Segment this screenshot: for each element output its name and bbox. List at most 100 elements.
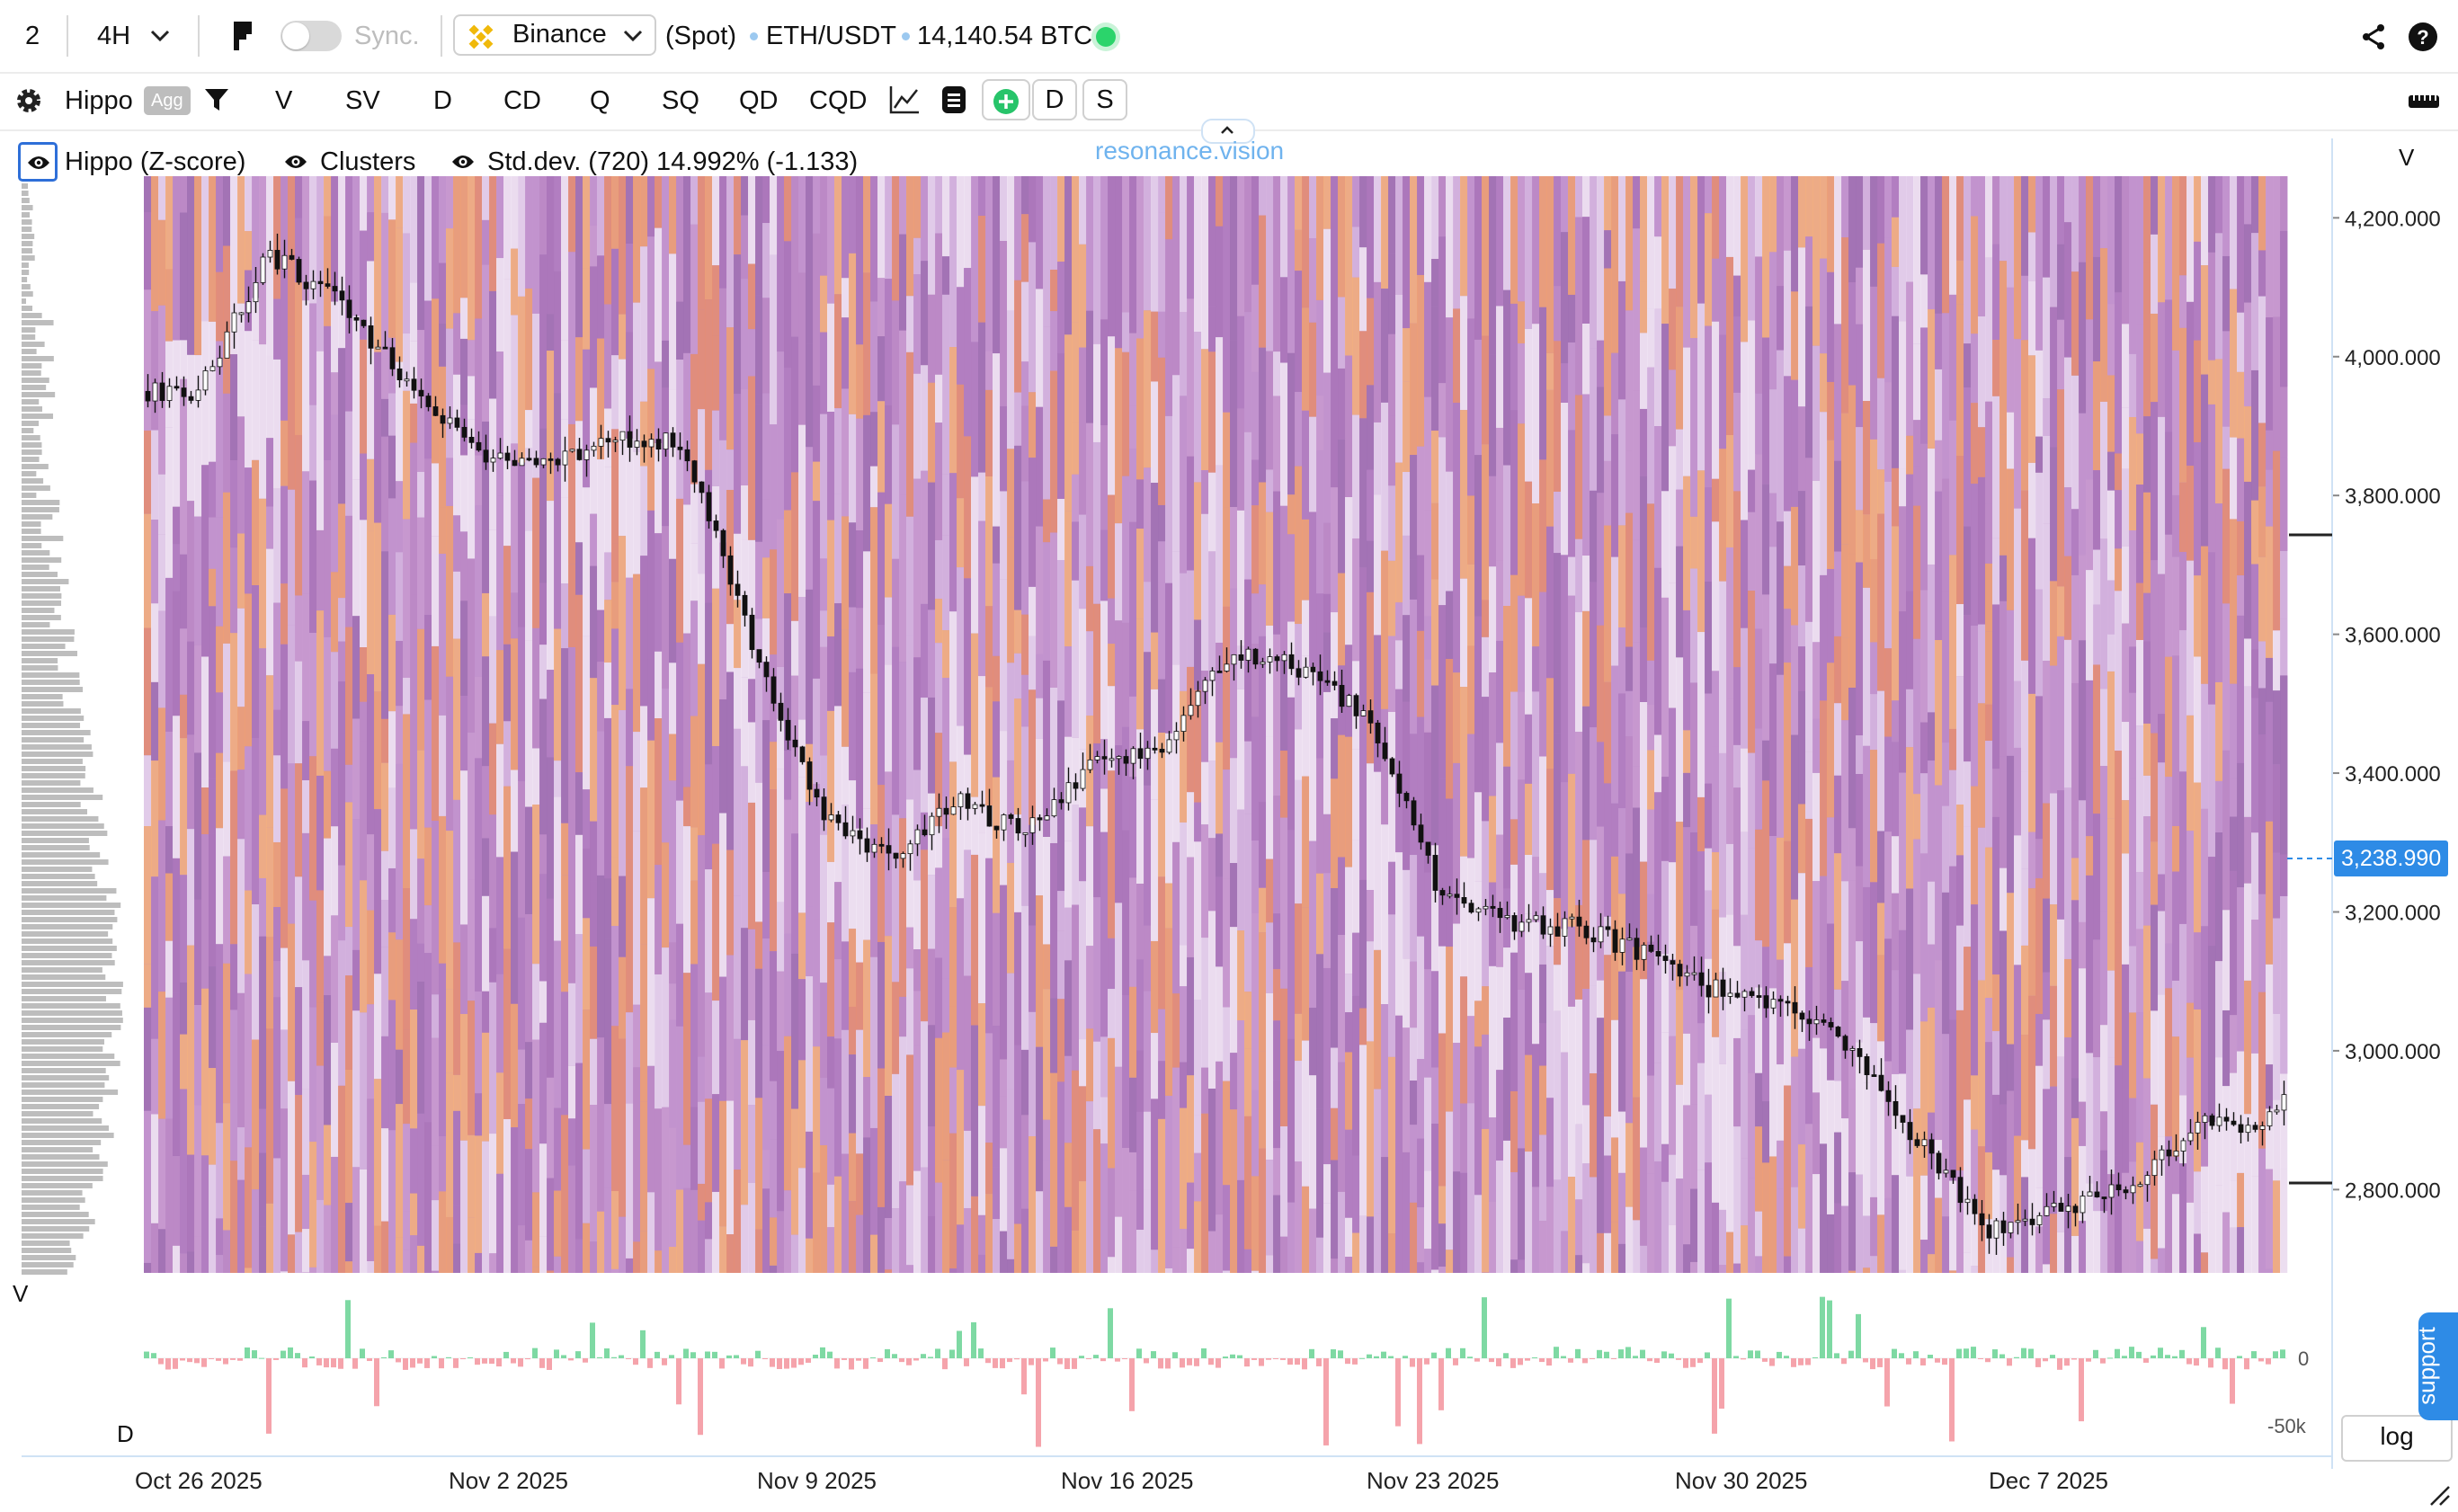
toolbar-button-v[interactable]: V xyxy=(275,86,293,115)
indicator-name[interactable]: Hippo xyxy=(65,86,133,115)
heatmap-cell xyxy=(1201,176,1209,350)
agg-badge[interactable]: Agg xyxy=(144,86,191,115)
candle-body xyxy=(799,746,806,762)
delta-bar xyxy=(928,1356,933,1358)
help-icon[interactable]: ? xyxy=(2408,22,2438,52)
heatmap-cell xyxy=(453,942,461,1075)
eye-icon[interactable] xyxy=(451,153,475,171)
toolbar-box-button-s[interactable]: S xyxy=(1082,79,1127,120)
notes-icon[interactable] xyxy=(940,84,967,115)
heatmap-cell xyxy=(539,645,548,699)
legend-hippo[interactable]: Hippo (Z-score) xyxy=(65,147,246,176)
volume-profile-bar xyxy=(22,370,41,376)
heatmap-cell xyxy=(209,176,217,322)
candle-body xyxy=(2072,1205,2079,1214)
heatmap-cell xyxy=(698,835,706,921)
heatmap-cell xyxy=(1762,780,1770,947)
share-icon[interactable] xyxy=(2361,23,2388,50)
heatmap-cell xyxy=(2071,375,2080,510)
heatmap-cell xyxy=(388,932,396,1001)
gear-icon[interactable] xyxy=(14,86,43,115)
heatmap-cell xyxy=(2129,646,2137,693)
candle-body xyxy=(1209,671,1216,681)
heatmap-cell xyxy=(885,1218,893,1270)
add-indicator-button[interactable] xyxy=(982,79,1030,120)
flag-icon[interactable] xyxy=(232,20,255,52)
line-chart-icon[interactable] xyxy=(888,84,921,115)
heatmap-cell xyxy=(949,176,957,348)
heatmap-cell xyxy=(2122,853,2130,965)
heatmap-cell xyxy=(201,787,209,835)
heatmap-cell xyxy=(417,471,425,518)
heatmap-cell xyxy=(791,176,799,337)
eye-icon[interactable] xyxy=(284,153,307,171)
heatmap-cell xyxy=(525,410,533,449)
sync-toggle[interactable] xyxy=(281,21,342,51)
chart-area[interactable]: 4,200.000 4,000.000 3,800.000 3,600.000 3,40… xyxy=(0,119,2458,1512)
toolbar-button-cd[interactable]: CD xyxy=(503,86,541,115)
candle-body xyxy=(2173,1151,2179,1157)
heatmap-cell xyxy=(1223,878,1231,1008)
support-tab[interactable]: support xyxy=(2413,1312,2458,1420)
delta-bar xyxy=(2122,1356,2127,1358)
heatmap-cell xyxy=(1712,671,1720,747)
heatmap-cell xyxy=(216,944,224,1124)
heatmap-cell xyxy=(1669,176,1677,289)
heatmap-cell xyxy=(1021,214,1029,282)
heatmap-cell xyxy=(1654,734,1662,793)
heatmap-cell xyxy=(583,487,591,636)
heatmap-cell xyxy=(1755,987,1763,1073)
heatmap-cell xyxy=(1949,1180,1957,1271)
exchange-select[interactable]: Binance xyxy=(453,14,656,56)
heatmap-cell xyxy=(1064,646,1073,737)
toolbar-button-d[interactable]: D xyxy=(433,86,452,115)
volume-profile-bar xyxy=(22,831,108,836)
pair-symbol[interactable]: ETH/USDT xyxy=(766,22,896,50)
volume-profile-bar xyxy=(22,442,42,448)
toolbar-button-sq[interactable]: SQ xyxy=(662,86,699,115)
heatmap-cell xyxy=(554,628,562,761)
toolbar-button-q[interactable]: Q xyxy=(590,86,610,115)
delta-bar xyxy=(1359,1357,1365,1359)
toolbar-box-button-d[interactable]: D xyxy=(1032,79,1077,120)
resize-handle-icon[interactable] xyxy=(2427,1483,2451,1507)
heatmap-cell xyxy=(2244,224,2252,303)
heatmap-cell xyxy=(273,961,281,998)
heatmap-cell xyxy=(2215,780,2223,833)
collapse-toolbar-button[interactable] xyxy=(1201,119,1255,144)
toolbar-button-qd[interactable]: QD xyxy=(739,86,779,115)
candle-body xyxy=(1339,684,1345,707)
timeframe-select[interactable]: 4H xyxy=(97,18,170,54)
heatmap-cell xyxy=(1568,773,1576,927)
heatmap-cell xyxy=(2186,466,2195,561)
candle-body xyxy=(1001,814,1007,831)
price-axis[interactable]: 4,200.0004,000.0003,800.0003,600.0003,40… xyxy=(2267,207,2441,1437)
legend-stddev[interactable]: Std.dev. (720) 14.992% (-1.133) xyxy=(487,147,859,176)
heatmap-cell xyxy=(1216,226,1224,338)
heatmap-cell xyxy=(1812,772,1821,882)
heatmap-cell xyxy=(1769,493,1777,547)
chart-canvas[interactable]: 4,200.0004,000.0003,800.0003,600.0003,40… xyxy=(0,129,2458,1512)
filter-icon[interactable] xyxy=(203,86,230,113)
heatmap-cell xyxy=(1029,392,1037,458)
delta-bar xyxy=(2021,1347,2026,1358)
toolbar-button-sv[interactable]: SV xyxy=(345,86,380,115)
heatmap-cell xyxy=(1050,270,1058,312)
heatmap-cell xyxy=(1949,769,1957,867)
heatmap-cell xyxy=(2129,176,2137,354)
heatmap-cell xyxy=(1647,660,1655,706)
layout-number[interactable]: 2 xyxy=(25,22,40,50)
candle-body xyxy=(217,357,223,368)
heatmap-cell xyxy=(2079,921,2087,969)
candle-body xyxy=(1547,926,1554,935)
ruler-icon[interactable] xyxy=(2408,90,2440,111)
toolbar-button-cqd[interactable]: CQD xyxy=(809,86,868,115)
hippo-visibility-toggle[interactable] xyxy=(18,142,58,182)
candle-body xyxy=(461,426,468,438)
heatmap-cell xyxy=(1805,621,1813,752)
log-scale-button[interactable]: log xyxy=(2341,1415,2453,1462)
heatmap-cell xyxy=(719,542,727,700)
delta-bar xyxy=(712,1351,717,1358)
legend-clusters[interactable]: Clusters xyxy=(320,147,416,176)
heatmap-cell xyxy=(935,422,943,540)
